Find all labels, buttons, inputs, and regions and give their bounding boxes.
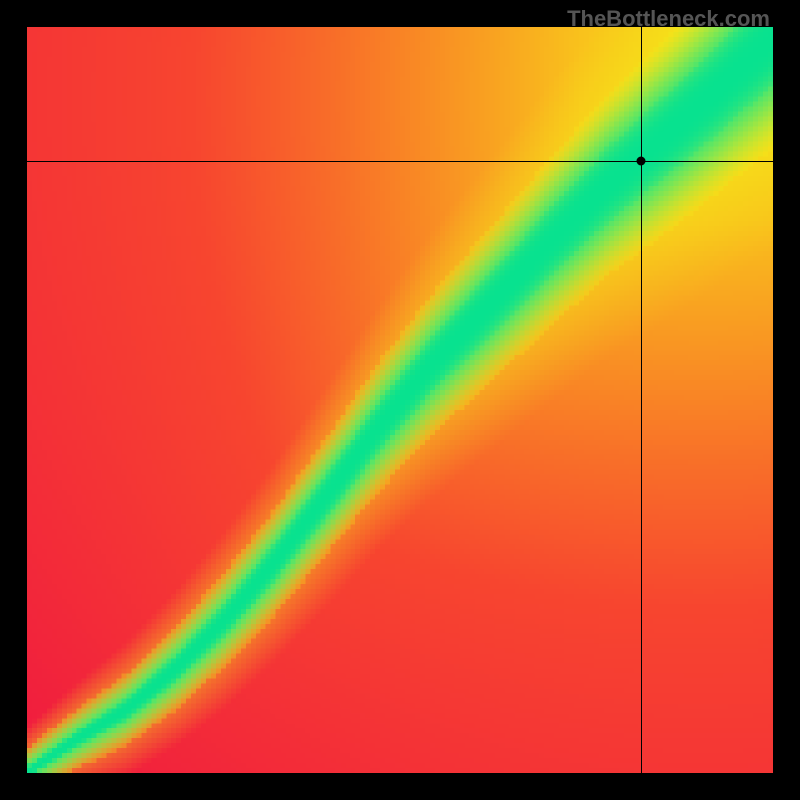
crosshair-marker: [636, 157, 645, 166]
crosshair-vertical: [641, 27, 642, 773]
chart-container: TheBottleneck.com: [0, 0, 800, 800]
heatmap-canvas: [27, 27, 773, 773]
watermark-text: TheBottleneck.com: [567, 6, 770, 32]
heatmap-plot: [27, 27, 773, 773]
crosshair-horizontal: [27, 161, 773, 162]
